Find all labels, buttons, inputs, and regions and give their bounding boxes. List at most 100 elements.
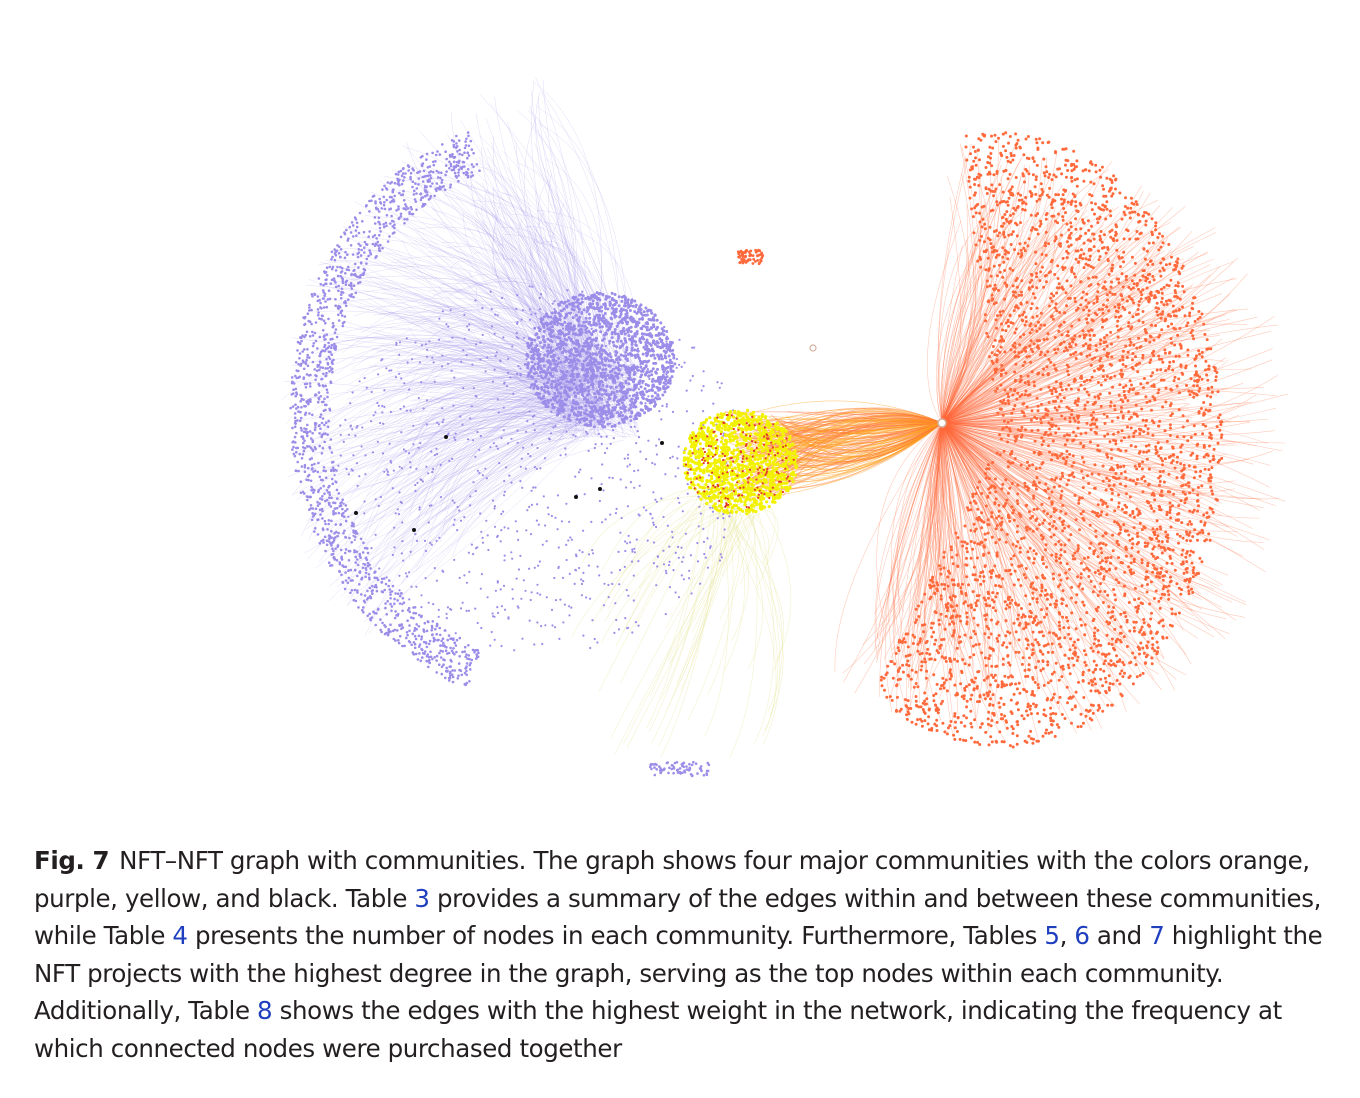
graph-edge [941, 172, 1055, 424]
graph-edge [941, 179, 989, 424]
orange-node [1061, 474, 1065, 478]
orange-node [898, 709, 902, 713]
orange-node [944, 656, 948, 660]
orange-node [1156, 534, 1160, 538]
orange-node [1083, 380, 1086, 384]
graph-edge [897, 422, 943, 613]
orange-node [1153, 566, 1157, 570]
orange-node [1049, 360, 1053, 364]
orange-node [974, 163, 978, 167]
orange-node [1128, 478, 1132, 482]
orange-node [1124, 344, 1128, 348]
orange-node [1059, 385, 1063, 389]
orange-node [1058, 557, 1061, 560]
orange-node [1098, 561, 1102, 565]
orange-node [1024, 594, 1028, 598]
orange-node [1121, 561, 1124, 565]
graph-edge [941, 228, 1009, 424]
orange-node [1027, 663, 1031, 667]
orange-node [1054, 559, 1058, 563]
orange-node [1166, 589, 1170, 593]
orange-node [1074, 434, 1078, 438]
orange-node [995, 740, 999, 744]
orange-node [1068, 452, 1072, 456]
orange-node [1114, 177, 1118, 181]
orange-node [1066, 663, 1070, 667]
orange-node [1154, 448, 1158, 452]
orange-node [1091, 711, 1095, 715]
orange-node [1010, 185, 1014, 189]
orange-node [888, 695, 892, 699]
orange-node [1151, 274, 1155, 278]
graph-edge [941, 402, 1248, 440]
orange-node [1099, 356, 1103, 360]
orange-node [1042, 338, 1046, 342]
orange-node [1039, 593, 1043, 597]
graph-edge [941, 203, 1089, 424]
orange-node [961, 544, 965, 548]
orange-node [1005, 683, 1009, 687]
orange-node [1177, 504, 1181, 508]
graph-edge [768, 417, 943, 432]
orange-node [1019, 221, 1022, 225]
orange-node [1079, 725, 1083, 728]
orange-node [1108, 391, 1112, 395]
orange-node [1170, 322, 1174, 326]
orange-node [938, 564, 941, 568]
orange-node [1054, 661, 1058, 665]
orange-node [1053, 273, 1057, 276]
orange-node [969, 529, 973, 532]
graph-edge [941, 375, 1278, 434]
orange-node [1101, 479, 1105, 483]
orange-node [1125, 356, 1129, 359]
orange-node [965, 158, 969, 162]
orange-node [1165, 439, 1169, 443]
orange-node [1088, 343, 1092, 347]
orange-node [1015, 234, 1019, 238]
graph-edge [875, 422, 943, 640]
orange-node [1026, 705, 1030, 709]
orange-node [1129, 206, 1133, 210]
orange-node [1034, 137, 1038, 141]
orange-node [979, 582, 983, 586]
orange-node [937, 618, 941, 622]
orange-node [1161, 241, 1165, 245]
orange-node [1042, 708, 1046, 712]
orange-node [1181, 305, 1184, 309]
orange-node [1059, 381, 1063, 385]
orange-node [1055, 599, 1058, 603]
orange-node [1061, 529, 1065, 533]
orange-node [1216, 460, 1220, 464]
orange-node [1116, 430, 1120, 434]
graph-edge [941, 184, 1063, 424]
orange-node [1032, 508, 1036, 511]
orange-node [1040, 583, 1044, 587]
graph-edge [941, 301, 1144, 424]
graph-edge [941, 422, 1082, 653]
orange-node [1137, 300, 1141, 303]
orange-node [1200, 350, 1204, 354]
orange-node [1131, 352, 1135, 355]
orange-node [1197, 389, 1201, 393]
orange-node [1066, 159, 1070, 163]
orange-node [920, 664, 924, 668]
orange-node [1003, 402, 1007, 405]
orange-node [1160, 540, 1164, 544]
graph-edge [874, 422, 943, 649]
orange-node [1124, 196, 1127, 200]
orange-node [991, 460, 995, 464]
orange-node [1210, 390, 1214, 394]
orange-node [1092, 333, 1096, 337]
orange-node [1169, 337, 1173, 341]
orange-node [1207, 364, 1211, 368]
orange-node [1122, 237, 1126, 241]
orange-node [1048, 186, 1052, 190]
orange-node [1025, 503, 1029, 507]
orange-node [1149, 580, 1153, 584]
orange-node [1117, 306, 1121, 310]
orange-node [1046, 350, 1050, 354]
orange-node [989, 697, 992, 701]
orange-node [1178, 342, 1182, 346]
orange-node [1114, 640, 1118, 644]
orange-node [1022, 333, 1026, 336]
